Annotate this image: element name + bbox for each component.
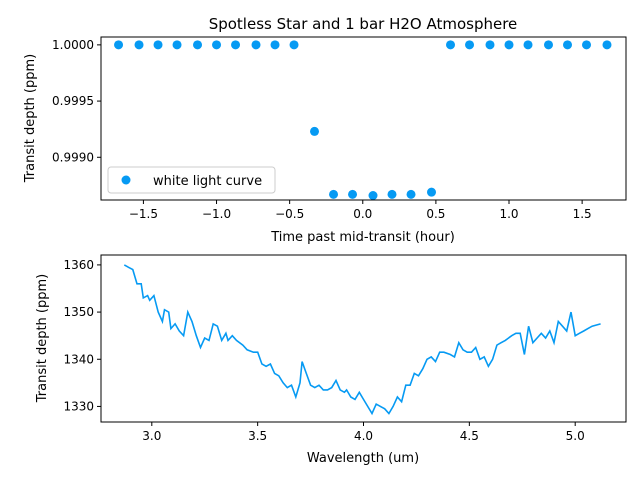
data-point: [231, 40, 241, 50]
data-point: [251, 40, 261, 50]
data-point: [543, 40, 553, 50]
xlabel-top: Time past mid-transit (hour): [270, 230, 455, 245]
axes-frame: [100, 36, 627, 201]
data-point: [563, 40, 573, 50]
data-point: [465, 40, 475, 50]
data-point: [427, 187, 437, 197]
chart-title-top: Spotless Star and 1 bar H2O Atmosphere: [209, 15, 518, 33]
axes-frame: [100, 254, 627, 423]
data-point: [406, 189, 416, 199]
data-point: [582, 40, 592, 50]
x-tick-label: 0.0: [353, 207, 372, 221]
data-point: [348, 189, 358, 199]
series-line: [123, 264, 601, 416]
y-tick-label: 1350: [63, 305, 94, 319]
data-point: [602, 40, 612, 50]
xlabel-bottom: Wavelength (um): [307, 451, 419, 466]
x-tick-label: −1.0: [202, 207, 231, 221]
data-point: [172, 40, 182, 50]
x-tick-label: 0.5: [426, 207, 445, 221]
y-tick-label: 1.0000: [52, 38, 94, 52]
legend-box: [107, 166, 276, 194]
x-tick-label: −0.5: [275, 207, 304, 221]
bottom-plot: 3.0 3.5 4.0 4.5 5.0 1330 1340 1350 1360: [63, 254, 627, 443]
data-point: [329, 189, 339, 199]
y-tick-label: 1330: [63, 399, 94, 413]
x-tick-label: 3.5: [248, 429, 267, 443]
data-point: [193, 40, 203, 50]
data-point: [485, 40, 495, 50]
data-point: [134, 40, 144, 50]
data-point: [153, 40, 163, 50]
x-tick-label: −1.5: [129, 207, 158, 221]
ylabel-top: Transit depth (ppm): [23, 54, 38, 183]
x-tick-label: 1.5: [573, 207, 592, 221]
top-plot: −1.5 −1.0 −0.5 0.0 0.5 1.0 1.5 0.9990 0.9995 1.00…: [52, 36, 627, 221]
data-point: [387, 189, 397, 199]
x-tick-label: 5.0: [566, 429, 585, 443]
data-point: [310, 126, 320, 136]
legend-label: white light curve: [153, 174, 262, 189]
y-tick-label: 1340: [63, 352, 94, 366]
data-point: [504, 40, 514, 50]
x-tick-label: 4.0: [354, 429, 373, 443]
data-point: [446, 40, 456, 50]
data-point: [289, 40, 299, 50]
data-point: [368, 191, 378, 201]
data-point: [270, 40, 280, 50]
x-tick-label: 3.0: [142, 429, 161, 443]
y-tick-label: 1360: [63, 258, 94, 272]
x-tick-label: 4.5: [460, 429, 479, 443]
legend-marker: [121, 175, 131, 185]
data-point: [212, 40, 222, 50]
legend: white light curve: [107, 166, 276, 194]
ylabel-bottom: Transit depth (ppm): [35, 274, 50, 403]
x-tick-label: 1.0: [499, 207, 518, 221]
data-point: [523, 40, 533, 50]
data-point: [114, 40, 124, 50]
y-tick-label: 0.9990: [52, 150, 94, 164]
y-tick-label: 0.9995: [52, 94, 94, 108]
